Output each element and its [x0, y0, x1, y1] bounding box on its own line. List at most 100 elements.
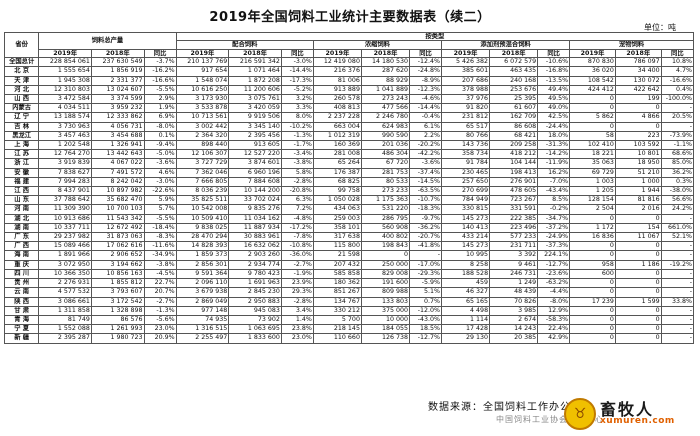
table-row: 广 东 29 237 982 31 873 063 -8.3% 28 470 294 30…: [3, 232, 695, 243]
value-cell: -37.2%: [537, 222, 571, 234]
value-cell: 49.5%: [537, 94, 571, 105]
value-cell: -37.3%: [537, 241, 571, 252]
value-cell: -3.6%: [143, 158, 177, 169]
value-cell: 1.4%: [280, 314, 314, 326]
province-cell: 贵 州: [3, 278, 40, 289]
value-cell: 17 239: [569, 296, 616, 307]
value-cell: 9 780 423: [228, 268, 282, 280]
value-cell: 237 630 549: [90, 57, 145, 68]
header-concentrate: 浓缩饲料: [312, 40, 443, 50]
value-cell: 7 884 608: [228, 176, 282, 188]
value-cell: 378 988: [441, 84, 491, 96]
value-cell: 12 672 492: [90, 222, 145, 234]
value-cell: -0.2%: [537, 204, 571, 215]
value-cell: 585 858: [312, 268, 362, 280]
value-cell: 273 243: [360, 94, 411, 105]
value-cell: 218 145: [312, 324, 362, 335]
value-cell: 408 813: [312, 103, 362, 114]
value-cell: 21 598: [312, 250, 362, 261]
value-cell: 3 454 688: [90, 130, 145, 142]
value-cell: 68 421: [489, 130, 539, 142]
value-cell: 4 034 511: [38, 103, 92, 114]
value-cell: 231 711: [489, 241, 539, 252]
province-cell: 广 东: [3, 232, 40, 243]
table-row: 四 川 10 366 350 10 856 163 -4.5% 9 591 364 9 7…: [3, 268, 695, 280]
value-cell: 52.1%: [660, 232, 695, 243]
value-cell: 1 186: [614, 259, 662, 270]
value-cell: 35 682 470: [90, 195, 145, 206]
value-cell: 23.9%: [280, 278, 314, 289]
value-cell: 2.2%: [408, 130, 443, 142]
value-cell: -: [660, 103, 695, 114]
value-cell: 18.5%: [408, 324, 443, 335]
value-cell: -8.3%: [143, 232, 177, 243]
value-cell: 207 432: [312, 259, 362, 270]
value-cell: 154: [614, 222, 662, 234]
value-cell: 1 071 464: [228, 66, 282, 77]
value-cell: 2 856 301: [175, 259, 230, 270]
value-cell: 287 620: [360, 66, 411, 77]
value-cell: 2 237 228: [312, 112, 362, 123]
value-cell: 5.9%: [143, 195, 177, 206]
value-cell: -: [660, 324, 695, 335]
value-cell: 3 457 463: [38, 130, 92, 142]
value-cell: 12 764 270: [38, 149, 92, 160]
value-cell: 253 676: [489, 84, 539, 96]
value-cell: 20.7%: [143, 287, 177, 298]
value-cell: 49.0%: [537, 103, 571, 114]
watermark-logo: ♉ 畜牧人 xumuren.com: [564, 396, 692, 430]
value-cell: 0: [614, 305, 662, 316]
value-cell: 8.0%: [280, 112, 314, 123]
value-cell: 331 591: [489, 204, 539, 215]
value-cell: 1 945 308: [38, 75, 92, 86]
province-cell: 北 京: [3, 66, 40, 77]
value-cell: 2.9%: [143, 94, 177, 105]
value-cell: 1 205: [569, 186, 616, 197]
value-cell: 7 838 627: [38, 167, 92, 178]
value-cell: 2 016: [614, 204, 662, 215]
table-row: 内蒙古 4 034 511 3 959 232 1.9% 3 533 878 3 420 …: [3, 103, 695, 114]
value-cell: 35 063: [569, 158, 616, 169]
data-table: 省份 饲料总产量 按类型 配合饲料 浓缩饲料 添加剂预混合饲料 宠物饲料 201…: [3, 31, 695, 344]
province-cell: 福 建: [3, 176, 40, 188]
province-cell: 内蒙古: [3, 103, 40, 114]
value-cell: 2 276 931: [38, 278, 92, 289]
value-cell: 12 333 862: [90, 112, 145, 123]
value-cell: -16.2%: [143, 66, 177, 77]
value-cell: 990 590: [360, 130, 411, 142]
value-cell: -: [660, 287, 695, 298]
value-cell: 2 674: [489, 314, 539, 326]
value-cell: 1 261 993: [90, 324, 145, 335]
value-cell: 67 720: [360, 158, 411, 169]
value-cell: 4 067 022: [90, 158, 145, 169]
value-cell: 281 008: [312, 149, 362, 160]
value-cell: 85.0%: [660, 158, 695, 169]
watermark-domain: xumuren.com: [600, 416, 675, 426]
value-cell: 2 869 049: [175, 296, 230, 307]
value-cell: 0: [569, 121, 616, 132]
value-cell: 22.4%: [537, 324, 571, 335]
value-cell: 3 919 839: [38, 158, 92, 169]
value-cell: -: [660, 121, 695, 132]
value-cell: 28 470 294: [175, 232, 230, 243]
province-cell: 上 海: [3, 140, 40, 151]
value-cell: 20.5%: [660, 112, 695, 123]
value-cell: -24.9%: [537, 232, 571, 243]
value-cell: 86 576: [90, 314, 145, 326]
value-cell: 10 913 686: [38, 213, 92, 224]
value-cell: -12.7%: [408, 333, 443, 344]
value-cell: 230 465: [441, 167, 491, 178]
value-cell: 2 395 287: [38, 333, 92, 344]
value-cell: 9 835 276: [228, 204, 282, 215]
value-cell: -36.2%: [408, 222, 443, 234]
value-cell: 37 976: [441, 94, 491, 105]
value-cell: -3.6%: [408, 158, 443, 169]
value-cell: 104 144: [489, 158, 539, 169]
value-cell: -: [660, 305, 695, 316]
